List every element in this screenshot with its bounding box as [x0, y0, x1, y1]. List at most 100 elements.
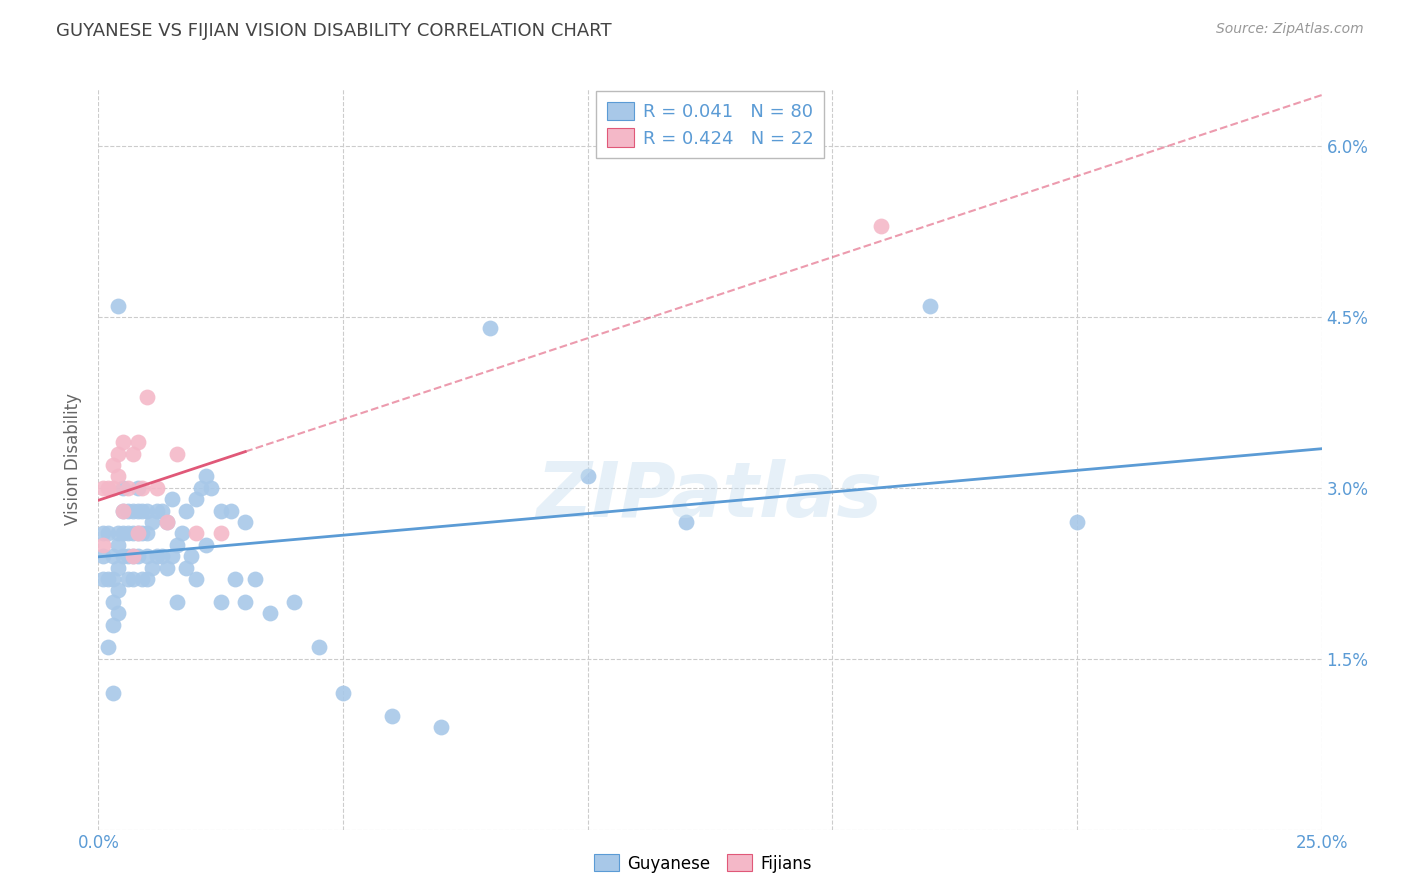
Point [107, 538, 129, 552]
Point [121, 549, 143, 564]
Point [170, 526, 193, 541]
Text: GUYANESE VS FIJIAN VISION DISABILITY CORRELATION CHART: GUYANESE VS FIJIAN VISION DISABILITY COR… [56, 22, 612, 40]
Point [1066, 515, 1088, 529]
Point [121, 503, 143, 517]
Point [107, 560, 129, 574]
Point [127, 503, 149, 517]
Point [107, 469, 129, 483]
Point [91, 572, 114, 586]
Point [91, 481, 114, 495]
Point [283, 595, 305, 609]
Point [190, 481, 212, 495]
Point [136, 572, 159, 586]
Point [141, 515, 163, 529]
Point [101, 595, 124, 609]
Point [166, 538, 188, 552]
Point [91, 538, 114, 552]
Point [101, 458, 124, 472]
Point [430, 720, 453, 734]
Point [209, 526, 232, 541]
Legend: Guyanese, Fijians: Guyanese, Fijians [588, 847, 818, 880]
Point [259, 606, 281, 620]
Point [136, 549, 159, 564]
Point [176, 503, 198, 517]
Point [97, 481, 120, 495]
Point [117, 572, 139, 586]
Point [160, 549, 183, 564]
Point [136, 503, 159, 517]
Point [107, 526, 129, 541]
Point [176, 560, 198, 574]
Point [920, 299, 942, 313]
Point [111, 435, 134, 450]
Point [101, 686, 124, 700]
Point [107, 583, 129, 598]
Point [91, 526, 114, 541]
Point [195, 469, 218, 483]
Point [111, 549, 134, 564]
Point [111, 503, 134, 517]
Point [381, 708, 404, 723]
Point [101, 481, 124, 495]
Point [117, 549, 139, 564]
Point [101, 572, 124, 586]
Point [127, 481, 149, 495]
Point [121, 526, 143, 541]
Point [141, 560, 163, 574]
Point [107, 606, 129, 620]
Point [180, 549, 202, 564]
Point [91, 549, 114, 564]
Point [478, 321, 501, 335]
Point [146, 503, 169, 517]
Point [121, 549, 143, 564]
Text: Source: ZipAtlas.com: Source: ZipAtlas.com [1216, 22, 1364, 37]
Point [121, 572, 143, 586]
Point [576, 469, 599, 483]
Point [131, 503, 153, 517]
Text: ZIPatlas: ZIPatlas [537, 459, 883, 533]
Point [186, 492, 208, 507]
Point [117, 481, 139, 495]
Point [117, 526, 139, 541]
Point [146, 549, 169, 564]
Point [146, 481, 169, 495]
Point [166, 447, 188, 461]
Point [131, 481, 153, 495]
Point [166, 595, 188, 609]
Point [156, 560, 179, 574]
Y-axis label: Vision Disability: Vision Disability [65, 393, 83, 525]
Point [209, 503, 232, 517]
Point [136, 390, 159, 404]
Point [101, 549, 124, 564]
Point [121, 447, 143, 461]
Legend: R = 0.041   N = 80, R = 0.424   N = 22: R = 0.041 N = 80, R = 0.424 N = 22 [596, 91, 824, 159]
Point [870, 219, 893, 233]
Point [117, 503, 139, 517]
Point [150, 503, 173, 517]
Point [186, 526, 208, 541]
Point [150, 549, 173, 564]
Point [186, 572, 208, 586]
Point [160, 492, 183, 507]
Point [195, 538, 218, 552]
Point [97, 526, 120, 541]
Point [233, 515, 256, 529]
Point [156, 515, 179, 529]
Point [219, 503, 242, 517]
Point [127, 526, 149, 541]
Point [107, 447, 129, 461]
Point [111, 526, 134, 541]
Point [111, 503, 134, 517]
Point [200, 481, 222, 495]
Point [224, 572, 246, 586]
Point [131, 572, 153, 586]
Point [127, 435, 149, 450]
Point [131, 526, 153, 541]
Point [97, 572, 120, 586]
Point [136, 526, 159, 541]
Point [127, 526, 149, 541]
Point [97, 640, 120, 655]
Point [107, 299, 129, 313]
Point [101, 617, 124, 632]
Point [243, 572, 266, 586]
